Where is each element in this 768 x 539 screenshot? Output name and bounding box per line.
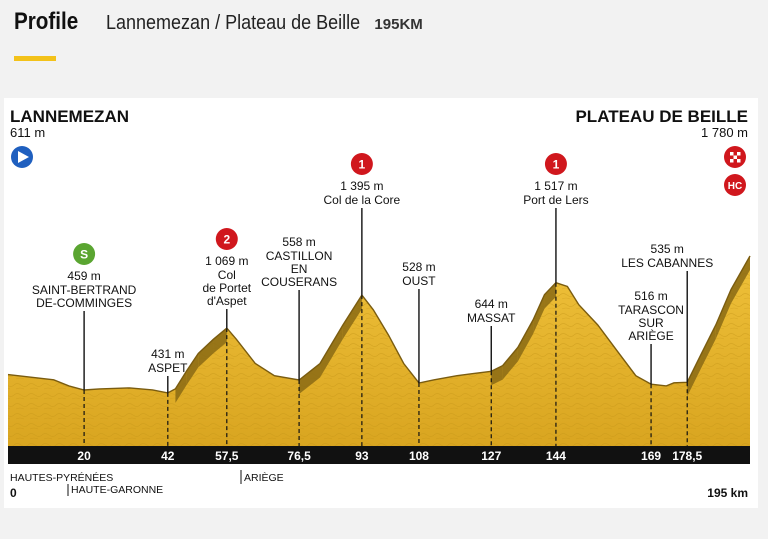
checkered-square [737,152,741,156]
point-altitude: 1 069 m [205,254,248,268]
climb-ribbon [186,353,199,385]
point-name: ARIÈGE [628,328,673,343]
hc-category-icon [724,174,746,196]
start-name: LANNEMEZAN [10,107,129,126]
checkered-square [733,152,737,156]
point-altitude: 459 m [67,269,100,283]
x-end-label: 195 km [707,486,748,500]
elevation-texture [8,256,750,446]
category-badge [350,153,373,175]
point-name: ASPET [148,361,188,375]
hc-glyph: HC [728,181,742,192]
x-tick-label: 178,5 [672,449,702,463]
point-name: COUSERANS [261,275,337,289]
point-altitude: 516 m [634,289,667,303]
point-name: EN [291,262,308,276]
page-header: Profile Lannemezan / Plateau de Beille 1… [14,8,423,42]
route-distance: 195KM [374,16,423,33]
climb-ribbon [342,295,362,339]
point-altitude: 528 m [402,260,435,274]
elevation-line [7,255,751,394]
finish-name: PLATEAU DE BEILLE [575,107,748,126]
category-badge-label: 1 [359,158,366,172]
x-tick-label: 42 [161,449,175,463]
checkered-square [730,159,734,163]
climb-ribbon [533,294,545,334]
point-name: Col [218,268,236,282]
point-altitude: 1 517 m [534,179,577,193]
point-name: Col de la Core [324,193,401,207]
point-name: d'Aspet [207,294,247,308]
point-name: DE-COMMINGES [36,296,132,310]
point-altitude: 558 m [282,235,315,249]
point-altitude: 431 m [151,347,184,361]
category-badge [215,228,238,250]
finish-altitude: 1 780 m [701,125,748,140]
checkered-square [730,152,734,156]
title-accent-bar [14,56,56,61]
checkered-square [733,155,737,159]
point-name: Port de Lers [523,193,588,207]
x-tick-label: 20 [77,449,91,463]
climb-ribbon [730,256,750,304]
x-tick-label: 144 [546,449,566,463]
climb-ribbon [517,319,534,362]
climb-ribbon [175,370,187,403]
x-start-label: 0 [10,486,17,500]
point-name: SUR [638,316,664,330]
x-tick-label: 76,5 [287,449,311,463]
x-tick-label: 57,5 [215,449,239,463]
point-name: SAINT-BERTRAND [32,283,137,297]
checkered-square [737,159,741,163]
climb-ribbon [198,339,214,368]
climb-ribbon [715,289,731,339]
x-tick-label: 93 [355,449,369,463]
x-tick-label: 127 [481,449,501,463]
point-name: CASTILLON [266,249,333,263]
checkered-square [733,159,737,163]
region-label: HAUTE-GARONNE [71,484,163,496]
climb-ribbon [299,363,321,394]
x-tick-label: 108 [409,449,429,463]
category-badge-label: S [80,248,88,262]
checkered-square [730,155,734,159]
checkered-square [737,155,741,159]
category-badge-label: 1 [553,158,560,172]
km-axis-bar [8,446,750,464]
point-altitude: 535 m [651,242,684,256]
category-badge-label: 2 [223,233,230,247]
x-tick-label: 169 [641,449,661,463]
route-title: Lannemezan / Plateau de Beille [106,12,361,34]
climb-ribbon [502,347,518,380]
page-title: Profile [14,8,79,35]
category-badge [73,243,96,265]
point-altitude: 1 395 m [340,179,383,193]
region-label: HAUTES-PYRÉNÉES [10,471,113,484]
point-name: OUST [402,274,436,288]
point-name: de Portet [202,281,251,295]
climb-ribbon [687,355,701,397]
climb-ribbon [544,282,556,309]
point-name: TARASCON [618,303,684,317]
start-altitude: 611 m [10,125,45,140]
region-label: ARIÈGE [244,471,284,484]
climb-ribbon [213,328,227,354]
climb-ribbon [320,325,343,378]
point-altitude: 644 m [475,297,508,311]
point-name: MASSAT [467,311,516,325]
start-arrow-glyph [18,151,29,163]
climb-ribbon [700,325,716,370]
category-badge [544,153,567,175]
point-name: LES CABANNES [621,256,713,270]
